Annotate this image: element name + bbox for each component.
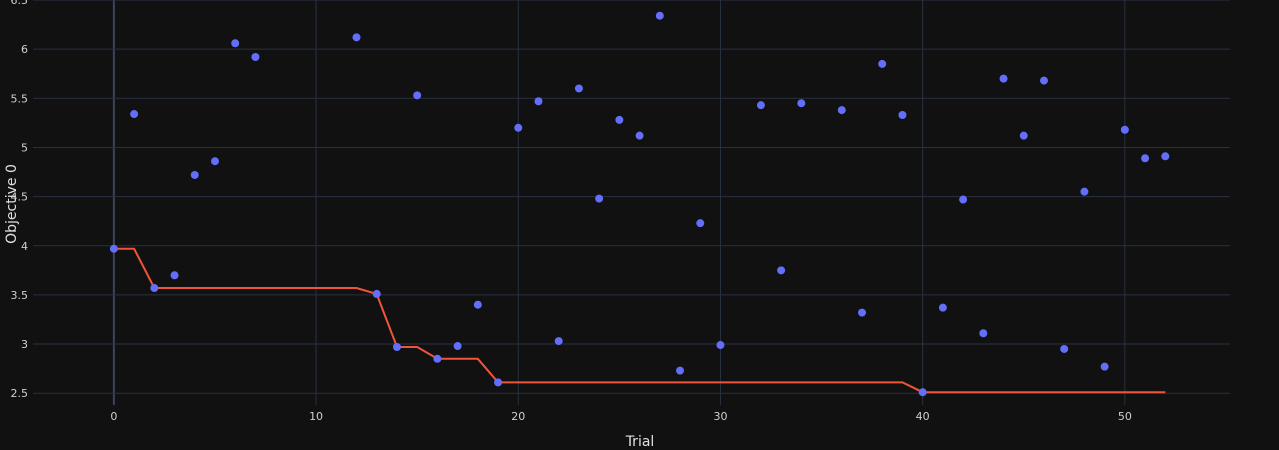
y-tick-label: 5 [21,141,28,154]
trial-point [514,123,523,132]
trial-point [473,300,482,309]
trial-point [898,111,907,120]
x-tick-label: 10 [309,410,323,423]
trial-point [109,244,118,253]
grid [33,0,1230,405]
y-tick-label: 4 [21,240,28,253]
x-axis-title: Trial [625,434,655,450]
trial-point [352,33,361,42]
x-tick-label: 40 [916,410,930,423]
trial-point [1039,76,1048,85]
trial-point [210,157,219,166]
trial-point [918,388,927,397]
trial-point [1019,131,1028,140]
y-tick-label: 6.5 [11,0,29,7]
trial-point [676,366,685,375]
trial-point [433,354,442,363]
trial-point [534,97,543,106]
trial-point [413,91,422,100]
trial-point [1100,362,1109,371]
trial-points [109,11,1170,397]
trial-point [979,329,988,338]
trial-point [392,343,401,352]
y-tick-label: 6 [21,43,28,56]
trial-point [837,106,846,115]
trial-point [150,284,159,293]
trial-point [938,303,947,312]
trial-point [574,84,583,93]
trial-point [1161,152,1170,161]
trial-point [716,341,725,350]
best-value-line [113,247,1166,394]
trial-point [635,131,644,140]
trial-point [655,11,664,20]
x-tick-label: 20 [511,410,525,423]
y-tick-label: 3.5 [11,289,29,302]
trial-point [999,74,1008,83]
trial-point [615,115,624,124]
trial-point [858,308,867,317]
y-tick-label: 4.5 [11,191,29,204]
trial-point [959,195,968,204]
trial-point [696,219,705,228]
trial-point [1120,125,1129,134]
trial-point [1080,187,1089,196]
trial-point [1141,154,1150,163]
trial-point [231,39,240,48]
trial-point [1060,344,1069,353]
trial-point [554,337,563,346]
trial-point [797,99,806,108]
tick-labels: 0 10 20 30 40 50 2.5 3 3.5 4 4.5 5 5.5 6 6.5 [11,0,1132,423]
y-tick-label: 2.5 [11,387,29,400]
x-tick-label: 30 [713,410,727,423]
x-tick-label: 50 [1118,410,1132,423]
trial-point [453,342,462,351]
trial-point [251,53,260,62]
x-tick-label: 0 [110,410,117,423]
trial-point [878,59,887,68]
y-axis-title: Objective 0 [4,164,20,244]
trial-point [130,110,139,119]
trial-point [170,271,179,280]
trial-point [372,289,381,298]
trial-point [190,170,199,179]
trial-point [777,266,786,275]
trial-point [494,378,503,387]
trial-point [756,101,765,110]
y-tick-label: 3 [21,338,28,351]
y-tick-label: 5.5 [11,92,29,105]
trial-point [595,194,604,203]
